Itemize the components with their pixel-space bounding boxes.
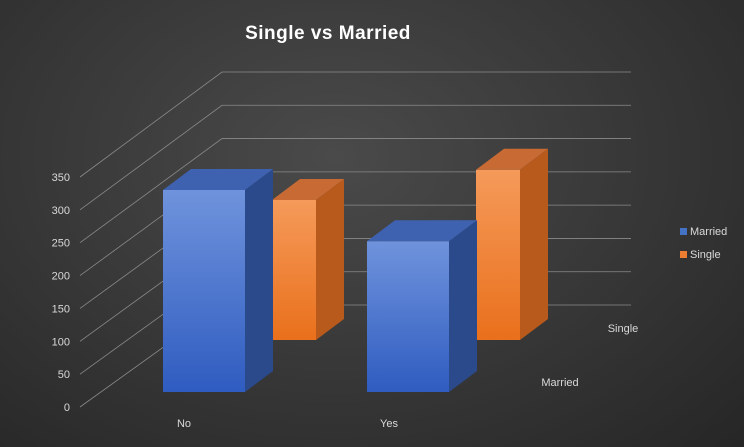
bar-single-no [272,179,344,340]
bar-front-face [272,200,316,340]
bar-married-no [163,169,273,392]
bar-front-face [367,241,449,392]
legend-swatch-single [680,251,687,258]
gridline-5 [79,138,631,244]
depth-label-married: Married [541,377,578,389]
gridline-3 [79,204,631,309]
y-tick-label-4: 200 [52,271,70,283]
y-tick-label-0: 0 [64,402,70,414]
bars [163,148,548,392]
bar-side-face [316,179,344,340]
bar-married-yes [367,220,477,392]
y-tick-label-1: 50 [58,369,70,381]
depth-axis-labels: Married Single [541,323,638,389]
bar-single-yes [476,148,548,340]
bar-top-face [272,179,344,200]
bar-front-face [476,169,520,340]
gridline-2 [79,238,631,342]
gridline-7 [79,71,631,178]
gridline-0 [79,304,631,408]
gridlines [79,71,631,408]
x-axis-labels: No Yes [177,418,398,430]
x-tick-label-no: No [177,418,191,430]
bar-top-face [476,148,548,170]
gridline-6 [79,104,631,211]
gridline-1 [79,271,631,375]
chart-title: Single vs Married [245,23,411,44]
x-tick-label-yes: Yes [380,418,398,430]
bar-side-face [449,220,477,392]
y-axis-ticks: 0 50 100 150 200 250 300 350 [52,172,70,414]
y-tick-label-7: 350 [52,172,70,184]
bar-top-face [163,169,273,190]
y-tick-label-2: 100 [52,336,70,348]
gridline-4 [79,171,631,276]
y-tick-label-6: 300 [52,205,70,217]
bar-side-face [520,148,548,340]
bar-top-face [367,220,477,242]
legend-swatch-married [680,228,687,235]
y-tick-label-3: 150 [52,303,70,315]
bar-front-face [163,190,245,392]
legend-label-single: Single [690,249,721,261]
y-tick-label-5: 250 [52,238,70,250]
depth-label-single: Single [608,323,639,335]
legend: Married Single [680,226,727,261]
legend-label-married: Married [690,226,727,238]
bar-side-face [245,169,273,392]
